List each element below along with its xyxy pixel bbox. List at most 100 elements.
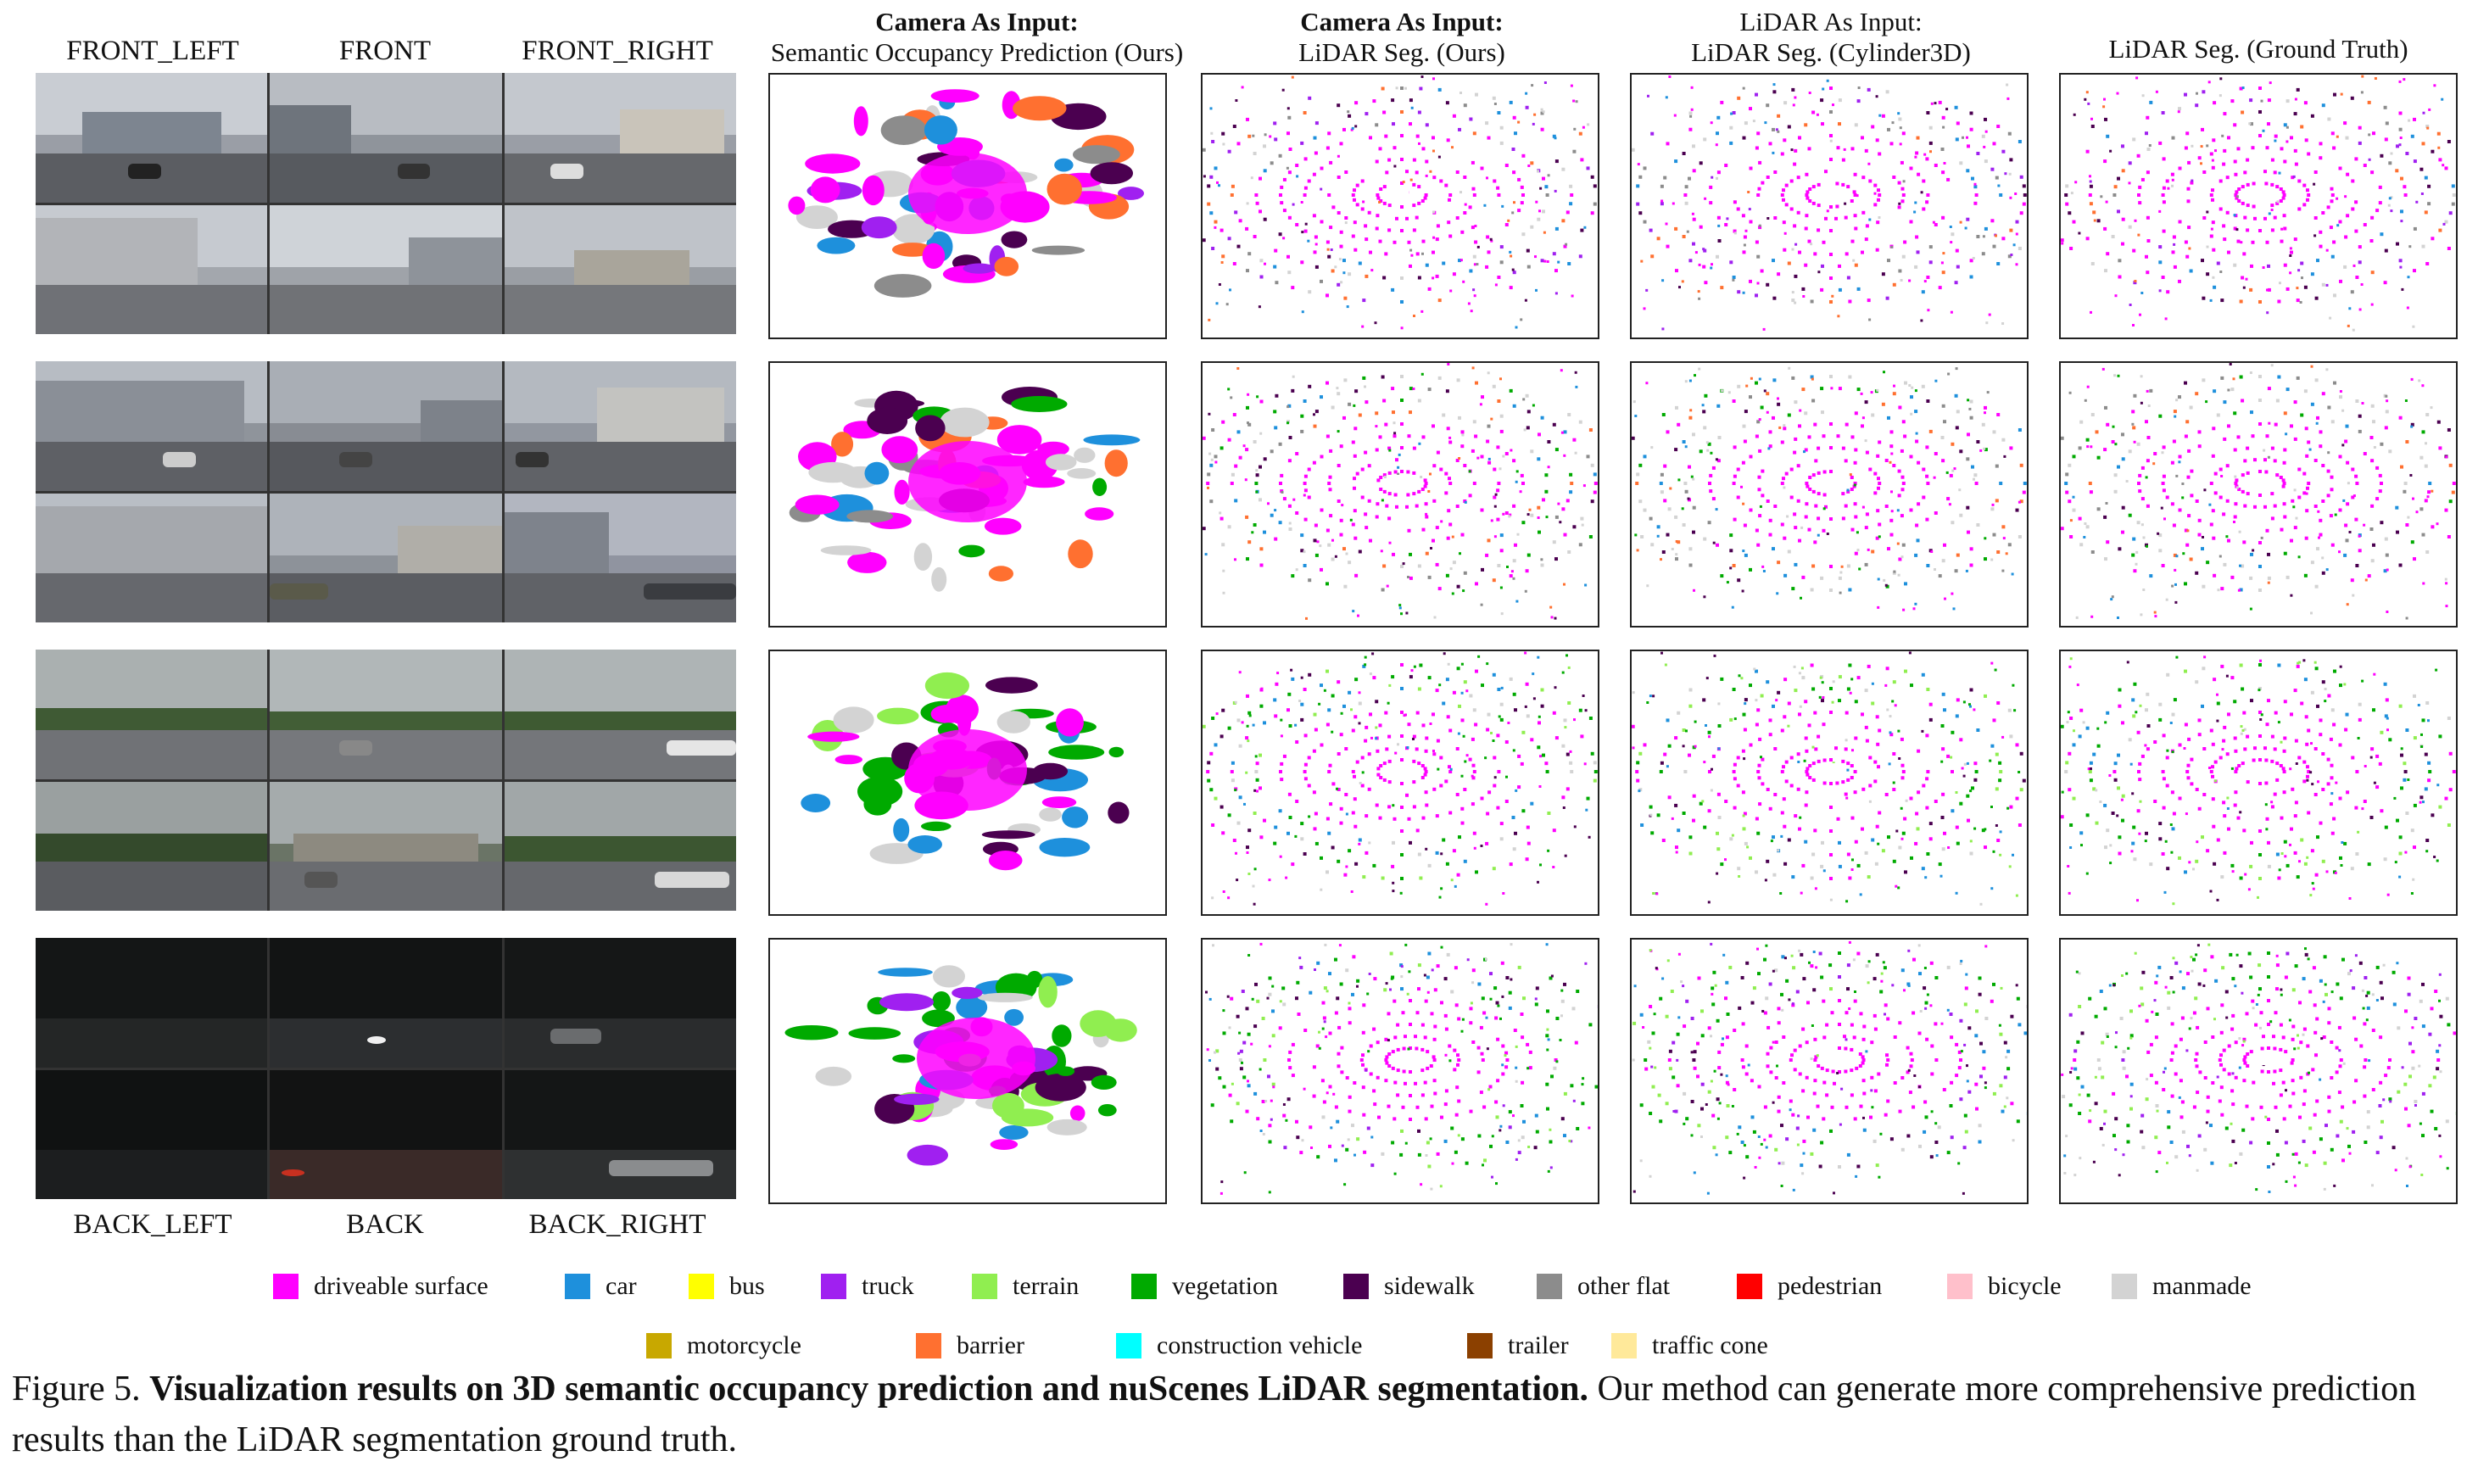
lidar-point (1234, 464, 1238, 468)
lidar-point (1856, 287, 1861, 291)
lidar-point (1841, 516, 1845, 521)
lidar-point (1897, 573, 1900, 577)
lidar-point (1514, 708, 1517, 712)
lidar-point (1320, 1079, 1325, 1083)
lidar-point (1766, 788, 1770, 791)
lidar-point (1537, 516, 1540, 519)
lidar-point (1417, 1152, 1421, 1157)
lidar-point (1565, 243, 1568, 246)
lidar-point (2270, 805, 2274, 809)
lidar-point (1677, 828, 1681, 833)
lidar-point (1222, 1031, 1226, 1035)
lidar-point (1845, 739, 1848, 742)
lidar-point (1203, 527, 1206, 531)
lidar-point (1448, 198, 1451, 202)
lidar-point (1705, 724, 1707, 727)
lidar-point (2330, 131, 2335, 136)
lidar-point (2079, 831, 2084, 835)
lidar-point (1409, 178, 1413, 181)
lidar-point (1353, 797, 1357, 801)
lidar-point (2234, 482, 2238, 485)
lidar-point (1208, 412, 1211, 416)
lidar-point (1902, 180, 1906, 183)
lidar-point (1821, 264, 1824, 268)
lidar-point (1943, 708, 1946, 712)
lidar-point (1373, 1102, 1377, 1107)
lidar-point (1780, 728, 1784, 733)
lidar-point (2339, 665, 2342, 668)
lidar-point (2242, 828, 2246, 833)
lidar-point (2270, 364, 2274, 367)
lidar-point (1510, 943, 1513, 946)
lidar-point (2258, 589, 2262, 592)
lidar-point (1255, 473, 1259, 477)
lidar-point (1517, 209, 1521, 213)
lidar-point (1446, 952, 1450, 957)
lidar-point (1688, 547, 1693, 551)
lidar-point (1396, 1023, 1400, 1027)
lidar-point (1314, 121, 1319, 126)
lidar-point (2073, 729, 2075, 733)
occupancy-voxel-cluster (892, 1054, 916, 1063)
lidar-point (1432, 712, 1435, 717)
lidar-point (1387, 471, 1392, 475)
lidar-point (1448, 765, 1451, 769)
lidar-point (1259, 176, 1262, 181)
lidar-point (1448, 770, 1453, 773)
lidar-point (1375, 425, 1378, 428)
lidar-point (1766, 103, 1770, 108)
lidar-point (1444, 779, 1448, 784)
lidar-point (2280, 227, 2284, 231)
lidar-point (1791, 587, 1795, 591)
lidar-point (2195, 499, 2199, 503)
lidar-point (2164, 317, 2168, 321)
lidar-point (1845, 252, 1849, 256)
lidar-point (1445, 389, 1449, 393)
lidar-point (1426, 975, 1430, 979)
lidar-point (1711, 767, 1713, 771)
lidar-point (1419, 86, 1423, 91)
lidar-point (2186, 475, 2191, 479)
occupancy-voxel-cluster (864, 461, 890, 485)
lidar-point (1692, 242, 1695, 246)
lidar-point (1811, 201, 1816, 205)
lidar-point (1392, 552, 1395, 556)
lidar-point (1250, 1042, 1253, 1046)
lidar-point (2316, 547, 2319, 551)
lidar-point (1912, 607, 1916, 611)
lidar-point (1851, 858, 1854, 862)
lidar-point (1303, 770, 1307, 773)
lidar-point (1396, 1093, 1400, 1097)
lidar-point (2158, 289, 2162, 293)
lidar-point (1316, 961, 1320, 965)
lidar-point (2394, 861, 2397, 864)
lidar-point (2405, 728, 2409, 732)
lidar-point (1472, 482, 1476, 485)
lidar-point (1643, 743, 1647, 747)
lidar-point (1326, 528, 1330, 533)
lidar-point (1738, 674, 1741, 678)
lidar-point (1749, 856, 1752, 860)
lidar-point (2106, 828, 2110, 833)
lidar-point (2346, 460, 2350, 465)
lidar-point (1414, 1081, 1417, 1085)
lidar-point (2265, 240, 2269, 244)
lidar-point (1278, 1026, 1282, 1030)
lidar-point (2178, 166, 2182, 170)
lidar-point (2237, 764, 2241, 767)
lidar-point (1435, 562, 1439, 566)
lidar-point (1758, 377, 1761, 381)
lidar-point (2342, 499, 2346, 502)
lidar-point (1247, 134, 1252, 138)
lidar-point (1995, 464, 1999, 468)
lidar-point (1692, 530, 1695, 534)
lidar-point (2280, 852, 2284, 855)
lidar-point (2201, 127, 2204, 131)
lidar-point (2061, 790, 2064, 794)
lidar-point (1512, 504, 1516, 508)
lidar-point (1387, 516, 1392, 521)
lidar-point (1861, 712, 1864, 717)
lidar-point (1499, 414, 1504, 418)
lidar-point (1661, 413, 1666, 416)
lidar-point (1303, 229, 1308, 233)
